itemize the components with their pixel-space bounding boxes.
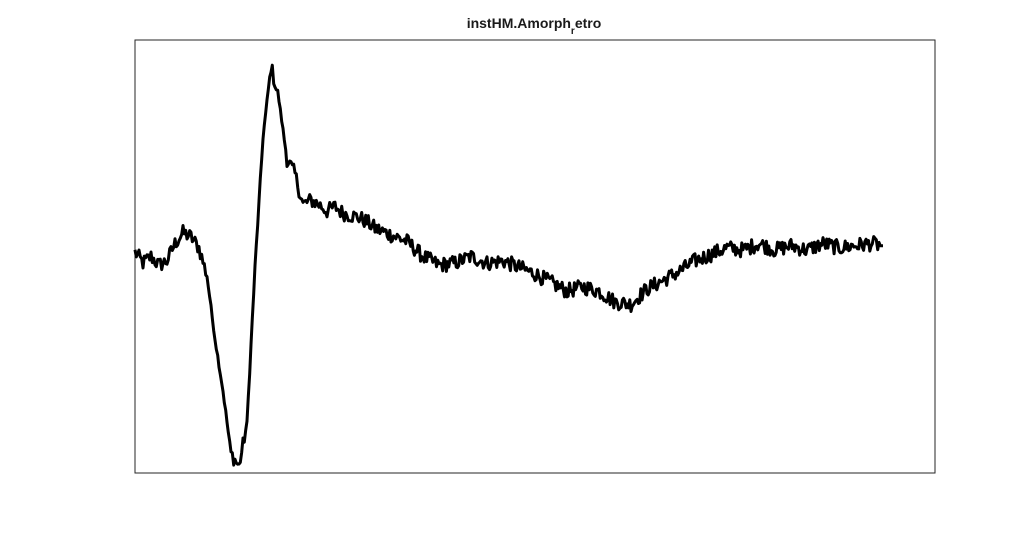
series-line-0: [133, 63, 884, 467]
plot-area: [134, 39, 936, 474]
chart-title: instHM.Amorphretro: [467, 15, 602, 37]
chart-title-suffix: etro: [575, 15, 601, 31]
chart-title-subscript: r: [571, 26, 575, 37]
series-layer: [133, 63, 884, 467]
chart-title-main: instHM.Amorph: [467, 15, 571, 31]
